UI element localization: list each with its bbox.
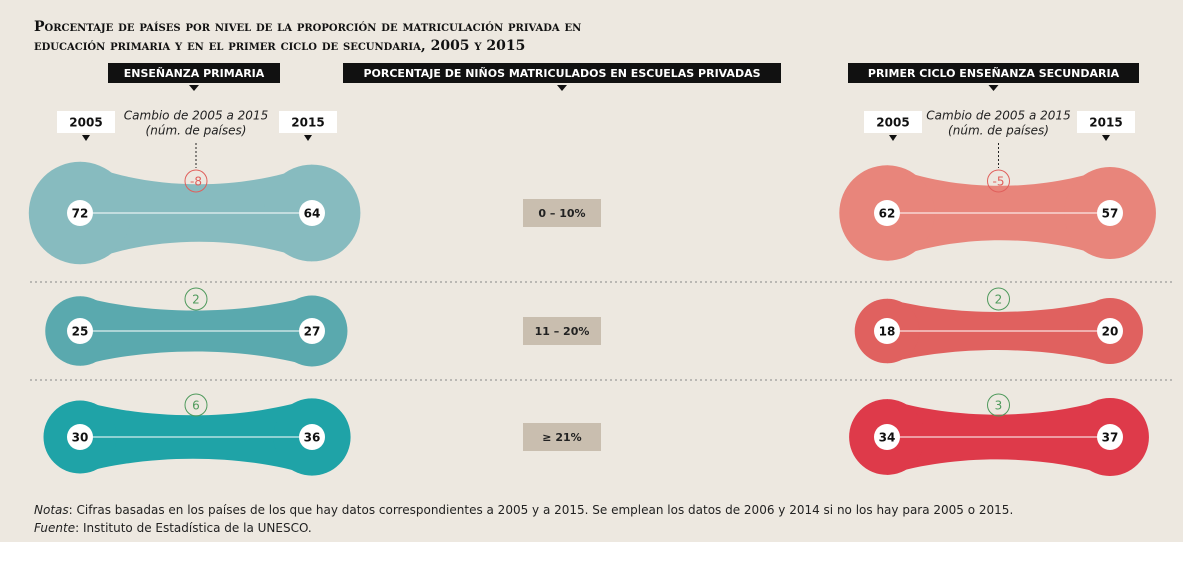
value-dot	[874, 200, 900, 226]
year-box	[57, 111, 115, 133]
panel-header: Enseñanza primaria	[124, 67, 265, 80]
value-dot	[67, 200, 93, 226]
value-dot	[299, 424, 325, 450]
change-value: -8	[190, 175, 202, 189]
title-line: Porcentaje de países por nivel de la pro…	[34, 19, 581, 35]
center-header: Porcentaje de niños matriculados en escu…	[363, 67, 760, 80]
value-label: 18	[879, 325, 896, 339]
title-line: educación primaria y en el primer ciclo …	[34, 38, 525, 54]
header-box	[343, 63, 781, 83]
source: Fuente: Instituto de Estadística de la U…	[34, 521, 312, 535]
value-dot	[1097, 318, 1123, 344]
source-text: : Instituto de Estadística de la UNESCO.	[75, 521, 312, 535]
year-box	[279, 111, 337, 133]
header-box	[848, 63, 1139, 83]
value-label: 27	[304, 325, 321, 339]
year-label: 2015	[1089, 116, 1122, 130]
panel-header: Primer ciclo enseñanza secundaria	[868, 67, 1120, 80]
value-dot	[67, 424, 93, 450]
year-label: 2015	[291, 116, 324, 130]
year-label: 2005	[69, 116, 102, 130]
header-box	[108, 63, 280, 83]
change-unit: (núm. de países)	[948, 124, 1049, 138]
category-label: 11 – 20%	[535, 325, 590, 338]
category-box	[523, 423, 601, 451]
change-value: 3	[995, 399, 1003, 413]
value-dot	[874, 318, 900, 344]
value-label: 34	[879, 431, 896, 445]
value-label: 64	[304, 207, 321, 221]
pointer	[304, 135, 312, 141]
category-box	[523, 199, 601, 227]
value-label: 36	[304, 431, 321, 445]
year-label: 2005	[876, 116, 909, 130]
value-dot	[299, 318, 325, 344]
change-circle	[987, 169, 1010, 193]
value-label: 25	[72, 325, 89, 339]
change-circle	[184, 169, 208, 193]
change-value: 2	[995, 293, 1003, 307]
change-value: -5	[993, 175, 1005, 189]
category-label: ≥ 21%	[542, 431, 581, 444]
value-dot	[1097, 424, 1123, 450]
year-box	[864, 111, 922, 133]
pointer	[82, 135, 90, 141]
change-circle	[184, 287, 208, 311]
change-label: Cambio de 2005 a 2015	[124, 109, 268, 123]
notes-label: Notas	[34, 503, 69, 517]
value-label: 72	[72, 207, 89, 221]
pointer	[988, 85, 999, 91]
change-circle	[987, 287, 1010, 311]
change-value: 2	[192, 293, 200, 307]
pointer	[189, 85, 199, 91]
year-box	[1077, 111, 1135, 133]
value-dot	[1097, 200, 1123, 226]
pointer	[557, 85, 567, 91]
source-label: Fuente	[34, 521, 75, 535]
change-value: 6	[192, 399, 200, 413]
value-label: 30	[72, 431, 89, 445]
category-label: 0 – 10%	[538, 207, 585, 220]
change-unit: (núm. de países)	[146, 124, 247, 138]
notes: Notas: Cifras basadas en los países de l…	[34, 503, 1013, 517]
value-label: 57	[1102, 207, 1119, 221]
value-dot	[299, 200, 325, 226]
pointer	[889, 135, 897, 141]
category-box	[523, 317, 601, 345]
value-label: 62	[879, 207, 896, 221]
value-dot	[874, 424, 900, 450]
value-label: 37	[1102, 431, 1119, 445]
notes-text: : Cifras basadas en los países de los qu…	[69, 503, 1014, 517]
change-circle	[184, 393, 208, 417]
value-dot	[67, 318, 93, 344]
pointer	[1102, 135, 1110, 141]
change-label: Cambio de 2005 a 2015	[926, 109, 1070, 123]
change-circle	[987, 393, 1010, 417]
value-label: 20	[1102, 325, 1119, 339]
